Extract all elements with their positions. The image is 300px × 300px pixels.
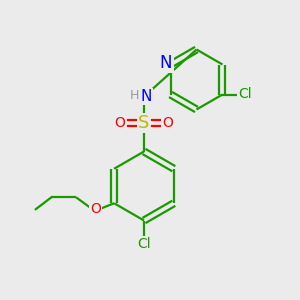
Text: Cl: Cl bbox=[238, 88, 251, 101]
Text: N: N bbox=[160, 54, 172, 72]
Text: S: S bbox=[138, 114, 150, 132]
Text: O: O bbox=[115, 116, 125, 130]
Text: O: O bbox=[163, 116, 173, 130]
Text: H: H bbox=[130, 89, 139, 102]
Text: Cl: Cl bbox=[137, 238, 151, 251]
Text: O: O bbox=[90, 202, 101, 216]
Text: N: N bbox=[141, 89, 152, 104]
